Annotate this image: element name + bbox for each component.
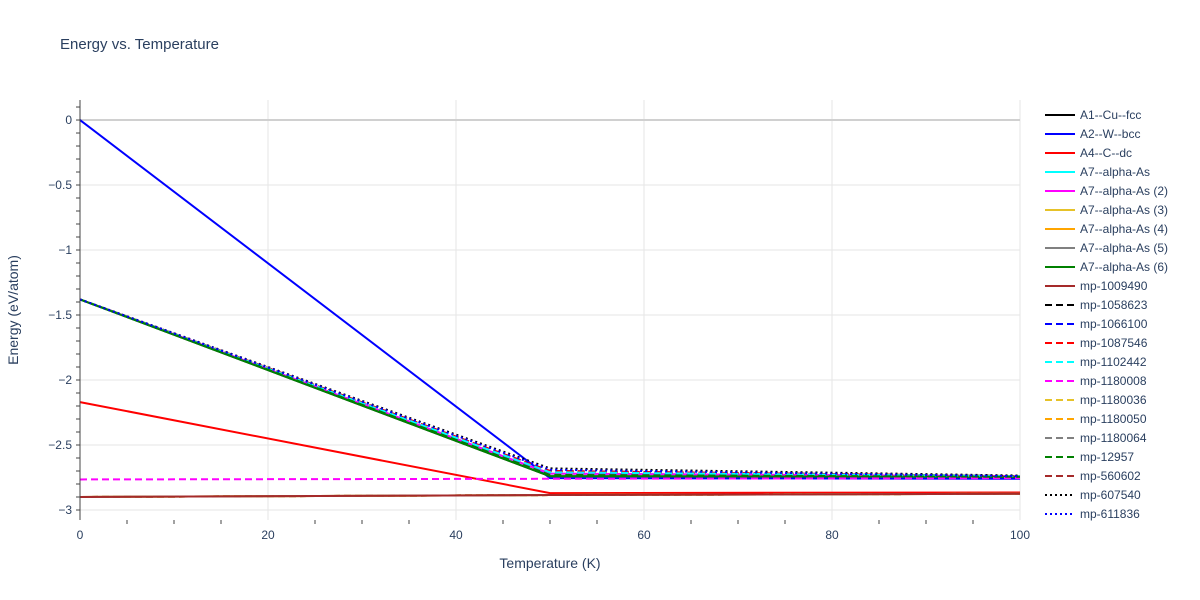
series-line-mp-1058623: [79, 298, 1021, 478]
legend-item[interactable]: A7--alpha-As (5): [1045, 241, 1168, 255]
series-line-A7--alpha-As (2): [79, 298, 1021, 478]
legend-label: mp-611836: [1080, 507, 1140, 521]
y-axis-label: Energy (eV/atom): [5, 255, 21, 365]
series-line-mp-1009490: [79, 492, 1021, 498]
y-tick-label: −1.5: [48, 308, 72, 322]
legend-label: A7--alpha-As: [1080, 165, 1150, 179]
legend-label: A7--alpha-As (6): [1080, 260, 1168, 274]
legend-item[interactable]: mp-607540: [1045, 488, 1141, 502]
legend-label: mp-1180050: [1080, 412, 1147, 426]
legend-item[interactable]: A1--Cu--fcc: [1045, 108, 1141, 122]
legend-item[interactable]: mp-560602: [1045, 469, 1141, 483]
x-tick-label: 80: [825, 528, 839, 542]
legend-item[interactable]: mp-1180050: [1045, 412, 1147, 426]
y-tick-label: −0.5: [48, 178, 72, 192]
series-line-mp-1102442: [79, 298, 1021, 478]
series-line-mp-1180008: [79, 477, 1021, 481]
series-line-mp-1087546: [79, 298, 1021, 478]
grid: [80, 100, 1021, 520]
x-tick-label: 100: [1010, 528, 1030, 542]
legend-item[interactable]: mp-1009490: [1045, 279, 1148, 293]
legend-label: mp-1066100: [1080, 317, 1148, 331]
legend-label: mp-1102442: [1080, 355, 1147, 369]
legend-label: A7--alpha-As (5): [1080, 241, 1168, 255]
series-line-mp-560602: [79, 492, 1021, 498]
legend-item[interactable]: A7--alpha-As (3): [1045, 203, 1168, 217]
legend-label: mp-1180008: [1080, 374, 1147, 388]
legend-item[interactable]: A2--W--bcc: [1045, 127, 1140, 141]
legend-label: mp-1180064: [1080, 431, 1147, 445]
series-lines: [79, 119, 1021, 498]
legend-item[interactable]: A4--C--dc: [1045, 146, 1132, 160]
legend-label: mp-1180036: [1080, 393, 1147, 407]
legend-item[interactable]: mp-1180064: [1045, 431, 1147, 445]
legend-item[interactable]: A7--alpha-As (2): [1045, 184, 1168, 198]
chart-title: Energy vs. Temperature: [60, 36, 219, 53]
legend-label: A7--alpha-As (2): [1080, 184, 1168, 198]
series-line-A4--C--dc: [79, 401, 1021, 495]
legend-label: mp-560602: [1080, 469, 1141, 483]
legend-label: A4--C--dc: [1080, 146, 1132, 160]
legend-label: A2--W--bcc: [1080, 127, 1140, 141]
legend-label: mp-607540: [1080, 488, 1141, 502]
legend-item[interactable]: mp-1058623: [1045, 298, 1148, 312]
legend-item[interactable]: A7--alpha-As: [1045, 165, 1150, 179]
series-line-A7--alpha-As (6): [79, 298, 1021, 478]
legend-item[interactable]: A7--alpha-As (4): [1045, 222, 1168, 236]
series-line-A7--alpha-As: [79, 298, 1021, 478]
series-line-A2--W--bcc: [79, 119, 1021, 480]
x-tick-label: 60: [637, 528, 651, 542]
y-tick-label: −3: [58, 503, 72, 517]
legend-item[interactable]: mp-1180008: [1045, 374, 1147, 388]
legend-label: A1--Cu--fcc: [1080, 108, 1141, 122]
axes: 0 20 40 60 80 100 0 −0.5 −1 −1.5 −2 −2.5 −3: [48, 100, 1030, 542]
x-axis-label: Temperature (K): [499, 555, 600, 571]
legend-item[interactable]: mp-1087546: [1045, 336, 1148, 350]
legend-label: A7--alpha-As (4): [1080, 222, 1168, 236]
y-tick-label: −2.5: [48, 438, 72, 452]
legend-item[interactable]: mp-1066100: [1045, 317, 1148, 331]
series-line-mp-611836: [79, 298, 1021, 478]
x-tick-label: 40: [449, 528, 463, 542]
x-tick-label: 20: [261, 528, 275, 542]
legend-item[interactable]: mp-1102442: [1045, 355, 1147, 369]
legend-item[interactable]: mp-12957: [1045, 450, 1134, 464]
y-tick-label: 0: [65, 113, 72, 127]
series-line-mp-1066100: [79, 298, 1021, 478]
legend-label: mp-1087546: [1080, 336, 1148, 350]
legend-label: mp-1058623: [1080, 298, 1148, 312]
legend-label: mp-1009490: [1080, 279, 1148, 293]
legend-item[interactable]: mp-611836: [1045, 507, 1140, 521]
legend-item[interactable]: mp-1180036: [1045, 393, 1147, 407]
series-line-mp-12957: [79, 298, 1021, 478]
legend: A1--Cu--fcc A2--W--bcc A4--C--dc A7--alpha-…: [1045, 108, 1168, 521]
series-line-A1--Cu--fcc: [79, 298, 1021, 478]
series-line-mp-607540: [79, 298, 1021, 477]
legend-label: mp-12957: [1080, 450, 1134, 464]
legend-label: A7--alpha-As (3): [1080, 203, 1168, 217]
y-tick-label: −2: [58, 373, 72, 387]
legend-item[interactable]: A7--alpha-As (6): [1045, 260, 1168, 274]
x-tick-label: 0: [77, 528, 84, 542]
y-tick-label: −1: [58, 243, 72, 257]
